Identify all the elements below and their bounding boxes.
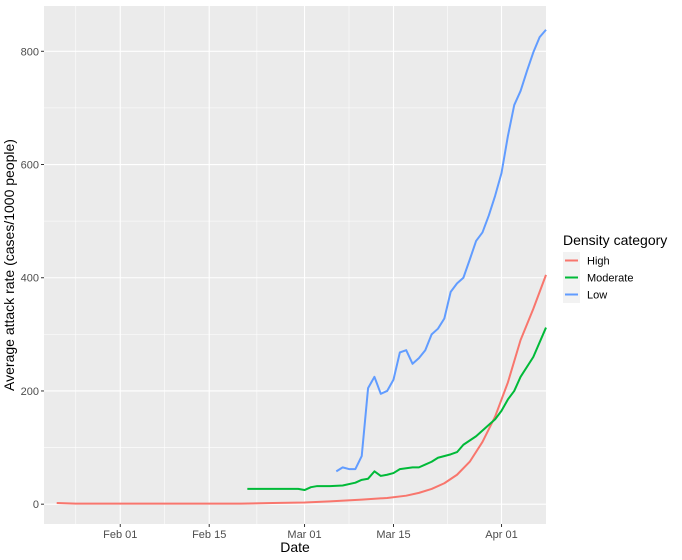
y-tick-label: 600 <box>21 160 39 172</box>
y-tick-label: 0 <box>33 499 39 511</box>
series-layer <box>56 29 547 505</box>
y-axis-title: Average attack rate (cases/1000 people) <box>1 139 17 391</box>
series-line-high <box>56 274 547 505</box>
x-tick-label: Apr 01 <box>485 529 517 541</box>
x-axis: Feb 01 Feb 15 Mar 01 Mar 15 Apr 01 <box>103 524 518 541</box>
y-tick-label: 200 <box>21 386 39 398</box>
y-tick-label: 800 <box>21 46 39 58</box>
x-axis-title: Date <box>280 539 310 555</box>
legend-label: Moderate <box>587 273 633 285</box>
grid-minor <box>44 6 546 524</box>
x-tick-label: Mar 01 <box>287 529 321 541</box>
series-line-low <box>335 29 547 473</box>
plot-panel <box>44 6 546 524</box>
legend: Density category High Moderate Low <box>563 232 667 303</box>
x-tick-label: Feb 15 <box>192 529 226 541</box>
legend-label: High <box>587 256 610 268</box>
x-tick-label: Feb 01 <box>103 529 137 541</box>
legend-label: Low <box>587 290 607 302</box>
legend-items: High Moderate Low <box>563 252 633 303</box>
grid-major <box>44 6 546 524</box>
x-tick-label: Mar 15 <box>376 529 410 541</box>
y-tick-label: 400 <box>21 273 39 285</box>
series-line-moderate <box>247 327 547 492</box>
legend-title: Density category <box>563 232 667 248</box>
y-axis: 0 200 400 600 800 <box>21 46 44 511</box>
